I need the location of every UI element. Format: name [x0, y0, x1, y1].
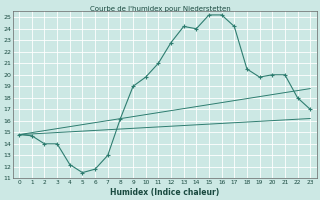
X-axis label: Humidex (Indice chaleur): Humidex (Indice chaleur) [110, 188, 219, 197]
Text: Courbe de l'humidex pour Niederstetten: Courbe de l'humidex pour Niederstetten [90, 6, 230, 12]
